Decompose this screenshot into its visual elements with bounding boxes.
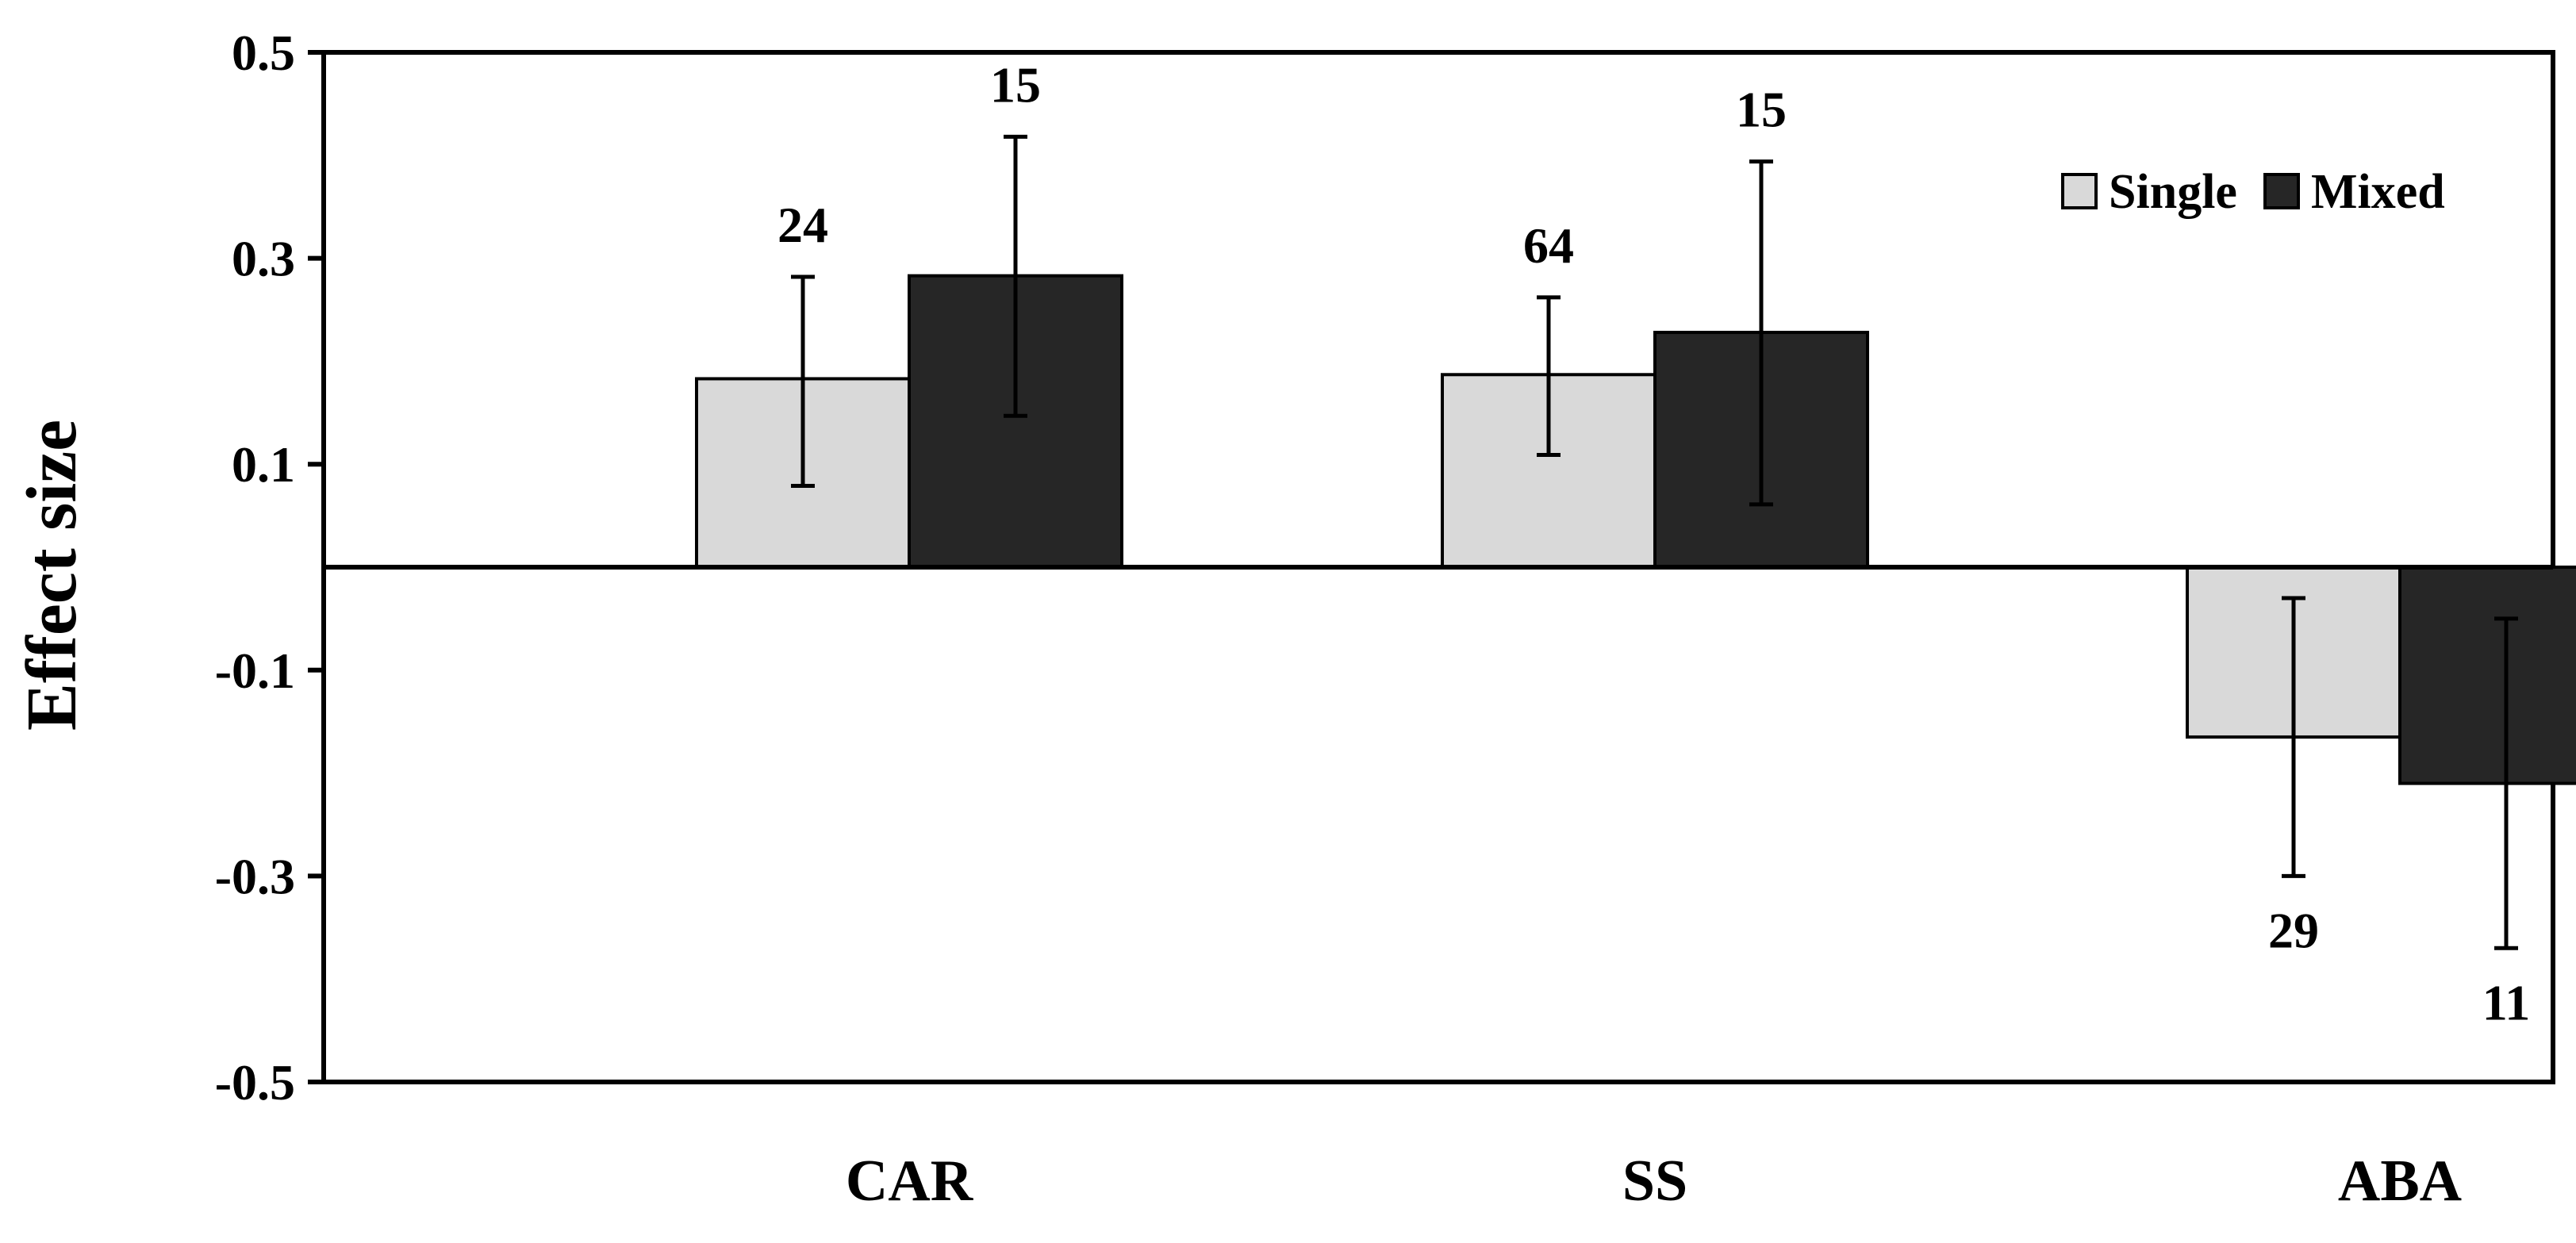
legend-label-mixed: Mixed [2311, 165, 2445, 219]
y-tick-label: -0.3 [215, 848, 295, 904]
category-label: SS [1622, 1149, 1687, 1214]
bar-mixed-aba [2398, 566, 2576, 785]
category-label: ABA [2338, 1149, 2462, 1214]
sample-size-label: 24 [777, 197, 828, 253]
legend: Single Mixed [2061, 165, 2445, 219]
y-axis-title: Effect size [13, 420, 91, 731]
sample-size-label: 15 [1736, 82, 1787, 138]
sample-size-label: 29 [2268, 902, 2319, 958]
sample-size-label: 11 [2482, 974, 2530, 1030]
y-tick-label: -0.1 [215, 643, 295, 699]
legend-label-single: Single [2109, 165, 2237, 219]
plot-area: 0.5 0.3 0.1 -0.1 -0.3 -0.5 24 64 29 15 15 11 CAR SS AB… [215, 25, 2576, 1214]
sample-size-label: 15 [990, 56, 1041, 113]
sample-size-label: 64 [1523, 217, 1574, 274]
y-tick-label: 0.5 [232, 25, 295, 81]
category-label: CAR [846, 1149, 974, 1214]
legend-swatch-mixed [2263, 173, 2300, 209]
y-tick-label: 0.3 [232, 231, 295, 287]
legend-swatch-single [2061, 173, 2098, 209]
y-tick-label: 0.1 [232, 436, 295, 493]
y-tick-label: -0.5 [215, 1054, 295, 1111]
